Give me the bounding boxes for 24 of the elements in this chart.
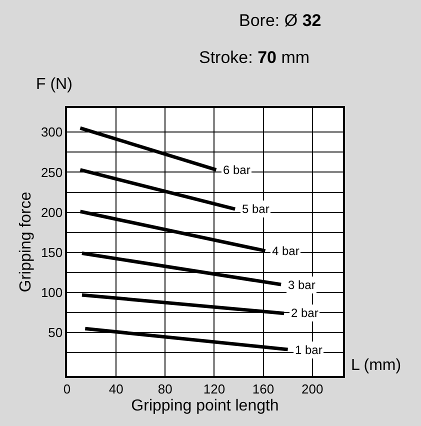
x-tick-label: 0 xyxy=(63,381,71,396)
y-tick-label: 150 xyxy=(40,244,63,260)
chart-subtitle: Stroke: 70 mm xyxy=(199,48,310,67)
series-label: 5 bar xyxy=(242,202,270,216)
series-label: 2 bar xyxy=(291,306,318,320)
y-tick-label: 300 xyxy=(40,124,63,140)
x-axis-title: Gripping point length xyxy=(131,398,279,415)
y-tick-label: 200 xyxy=(40,204,63,220)
y-tick-label: 250 xyxy=(40,164,63,180)
x-tick-label: 40 xyxy=(108,381,124,396)
series-label: 3 bar xyxy=(288,278,316,292)
y-tick-label: 100 xyxy=(40,285,63,300)
series-label: 6 bar xyxy=(223,163,250,177)
text: F (N) xyxy=(36,76,72,93)
x-tick-label: 120 xyxy=(203,381,226,396)
x-tick-label: 80 xyxy=(158,381,172,396)
chart-title: Bore: Ø 32 xyxy=(239,11,322,30)
y-tick-label: 50 xyxy=(48,325,63,340)
series-label: 1 bar xyxy=(295,343,322,357)
x-tick-label: 200 xyxy=(301,381,324,396)
series-label: 4 bar xyxy=(272,244,300,258)
y-axis-title: Gripping force xyxy=(17,192,34,292)
text: L (mm) xyxy=(351,357,402,374)
x-tick-label: 160 xyxy=(252,381,274,396)
